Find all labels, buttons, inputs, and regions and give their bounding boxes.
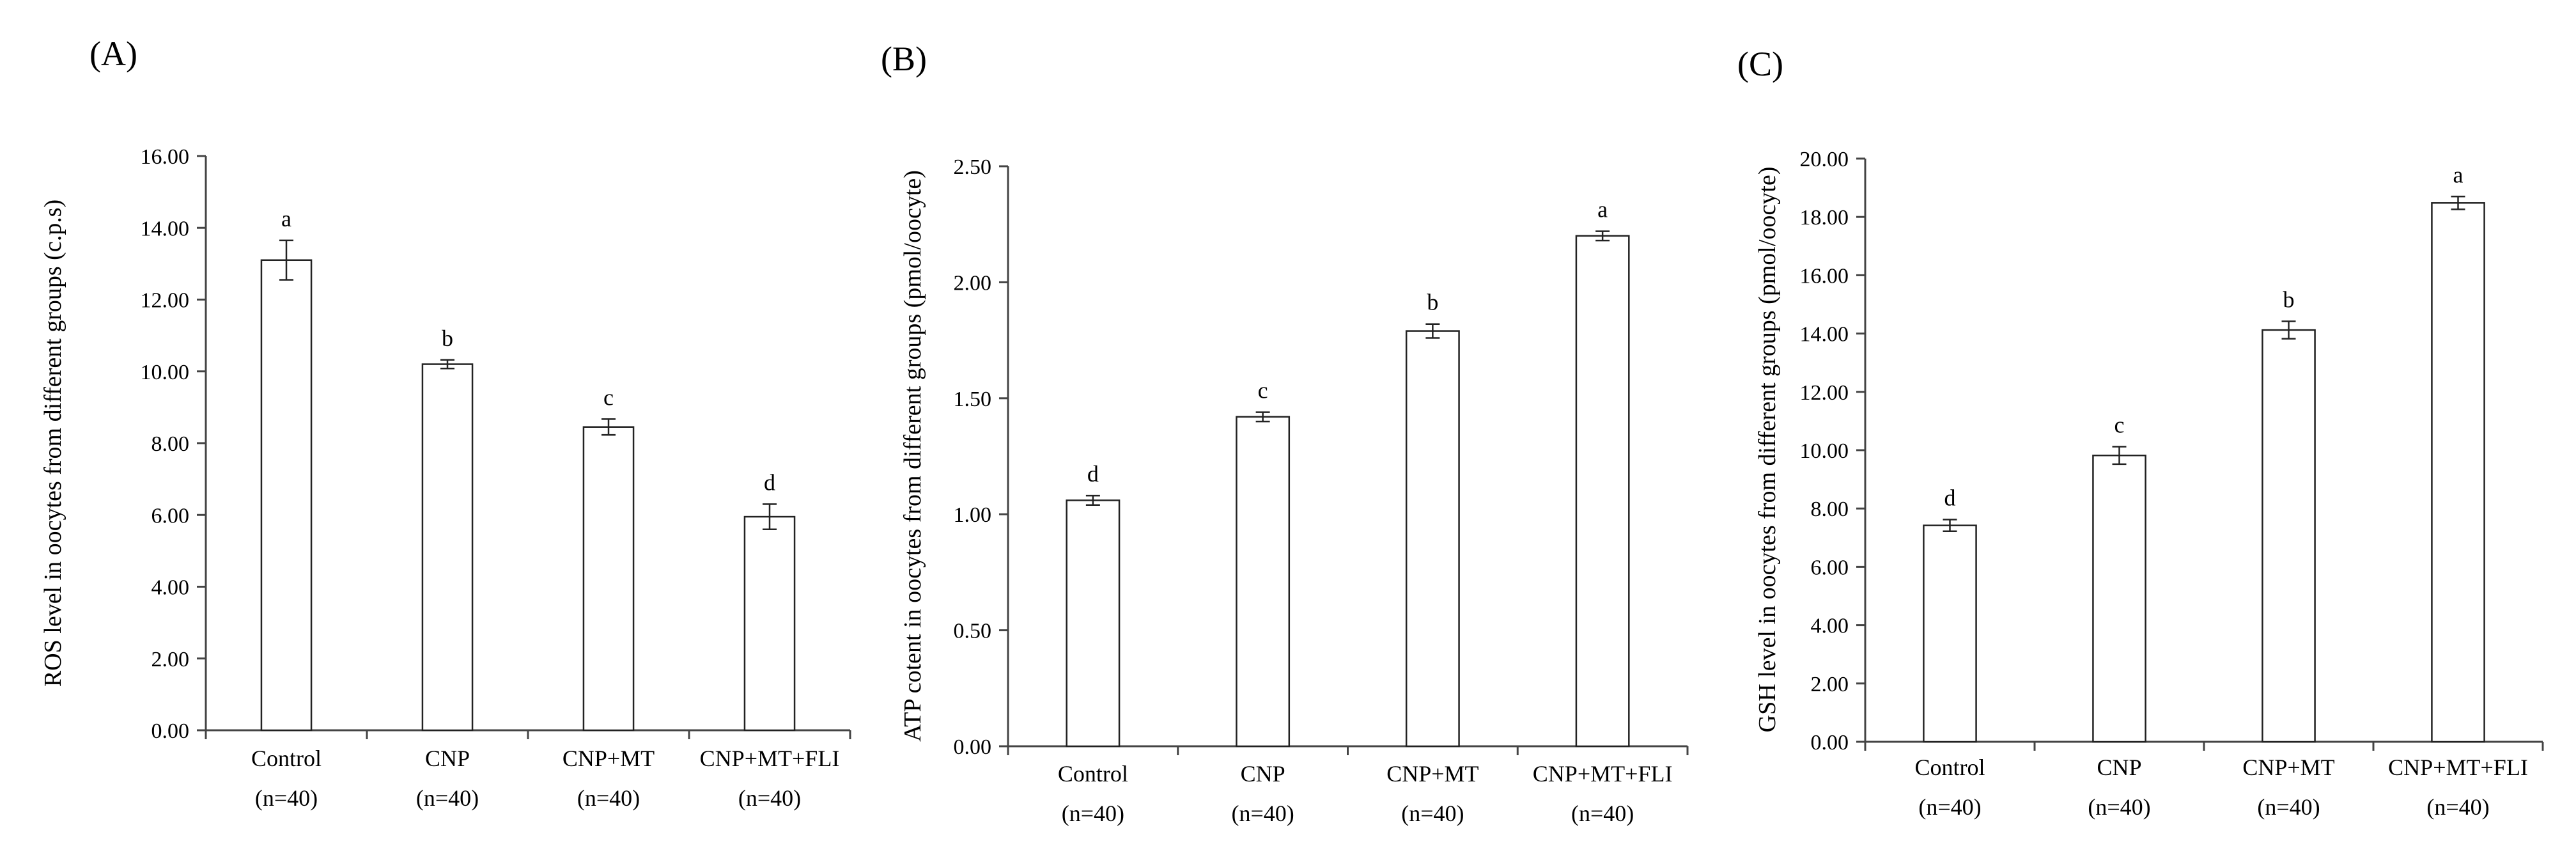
x-tick-sample-size: (n=40) <box>738 785 801 811</box>
bar-cnp-mt <box>2262 329 2316 743</box>
bar-cnp-mt-fli <box>743 515 796 732</box>
significance-letter: d <box>764 469 775 495</box>
x-tick-label: CNP+MT+FLI <box>2388 755 2528 780</box>
x-tick-sample-size: (n=40) <box>2088 794 2150 820</box>
x-tick-label: CNP <box>425 746 470 771</box>
x-tick-label: CNP+MT <box>1386 761 1478 787</box>
significance-letter: a <box>2453 162 2463 187</box>
y-tick-label: 16.00 <box>1800 264 1849 288</box>
y-tick-label: 8.00 <box>151 432 190 456</box>
y-tick-label: 12.00 <box>1800 381 1849 405</box>
y-tick-label: 0.50 <box>954 620 992 643</box>
panel-label: (C) <box>1737 45 1783 83</box>
y-tick-label: 2.00 <box>151 648 190 671</box>
y-tick-label: 6.00 <box>151 504 190 528</box>
bar-cnp-mt <box>582 426 635 732</box>
y-tick-label: 14.00 <box>141 217 190 240</box>
y-tick-label: 1.50 <box>954 388 992 411</box>
y-tick-label: 4.00 <box>151 576 190 600</box>
y-tick-label: 2.50 <box>954 155 992 179</box>
x-tick-sample-size: (n=40) <box>1571 801 1634 826</box>
bar-control <box>260 259 313 732</box>
x-tick-sample-size: (n=40) <box>255 785 318 811</box>
x-tick-sample-size: (n=40) <box>577 785 640 811</box>
bar-cnp <box>1236 416 1291 748</box>
significance-letter: a <box>281 206 291 231</box>
significance-letter: c <box>603 384 614 410</box>
bar-control <box>1066 499 1121 748</box>
y-tick-label: 2.00 <box>1811 673 1849 696</box>
x-tick-label: CNP <box>1241 761 1285 787</box>
panel-label: (B) <box>881 40 927 78</box>
bar-cnp-mt-fli <box>1575 235 1630 748</box>
x-tick-sample-size: (n=40) <box>1231 801 1294 826</box>
x-tick-label: CNP+MT+FLI <box>1533 761 1673 787</box>
y-tick-label: 1.00 <box>954 503 992 527</box>
x-tick-label: Control <box>1914 755 1985 780</box>
x-tick-sample-size: (n=40) <box>2257 794 2320 820</box>
significance-letter: d <box>1087 461 1099 487</box>
panel-label: (A) <box>89 35 137 73</box>
y-tick-label: 18.00 <box>1800 206 1849 230</box>
significance-letter: c <box>1258 378 1268 404</box>
y-tick-label: 4.00 <box>1811 615 1849 638</box>
y-tick-label: 2.00 <box>954 271 992 295</box>
chart-panel-2: (B) ATP cotent in oocytes from different … <box>881 40 1689 826</box>
x-tick-sample-size: (n=40) <box>1918 794 1981 820</box>
x-tick-sample-size: (n=40) <box>416 785 479 811</box>
x-tick-sample-size: (n=40) <box>2426 794 2489 820</box>
x-tick-label: Control <box>1058 761 1128 787</box>
y-tick-label: 12.00 <box>141 289 190 313</box>
y-tick-label: 20.00 <box>1800 148 1849 171</box>
y-tick-label: 16.00 <box>141 145 190 169</box>
x-tick-label: CNP+MT <box>563 746 655 771</box>
chart-panel-1: (A) ROS level in oocytes from different g… <box>40 35 851 811</box>
bar-control <box>1923 524 1977 743</box>
bar-cnp-mt-fli <box>2431 202 2485 743</box>
y-tick-label: 6.00 <box>1811 556 1849 579</box>
x-tick-label: Control <box>251 746 322 771</box>
y-axis-label: ATP cotent in oocytes from different gro… <box>899 170 926 742</box>
y-axis-label: ROS level in oocytes from different grou… <box>40 200 66 687</box>
y-tick-label: 10.00 <box>1800 439 1849 463</box>
bar-cnp <box>421 363 474 732</box>
x-tick-label: CNP+MT+FLI <box>700 746 840 771</box>
significance-letter: c <box>2114 412 2125 438</box>
y-tick-label: 0.00 <box>954 735 992 759</box>
y-tick-label: 14.00 <box>1800 323 1849 347</box>
x-tick-sample-size: (n=40) <box>1401 801 1464 826</box>
significance-letter: a <box>1597 197 1608 223</box>
y-tick-label: 8.00 <box>1811 498 1849 521</box>
bar-cnp-mt <box>1405 330 1460 748</box>
bar-cnp <box>2092 454 2146 743</box>
significance-letter: d <box>1944 485 1956 511</box>
x-tick-label: CNP <box>2097 755 2141 780</box>
y-axis-label: GSH level in oocytes from different grou… <box>1754 167 1781 733</box>
y-tick-label: 0.00 <box>151 719 190 743</box>
significance-letter: b <box>1427 290 1438 315</box>
y-tick-label: 0.00 <box>1811 731 1849 755</box>
chart-panel-3: (C) GSH level in oocytes from different g… <box>1737 45 2544 820</box>
x-tick-label: CNP+MT <box>2242 755 2334 780</box>
y-tick-label: 10.00 <box>141 361 190 384</box>
significance-letter: b <box>2283 286 2295 312</box>
x-tick-sample-size: (n=40) <box>1062 801 1124 826</box>
significance-letter: b <box>442 325 453 351</box>
